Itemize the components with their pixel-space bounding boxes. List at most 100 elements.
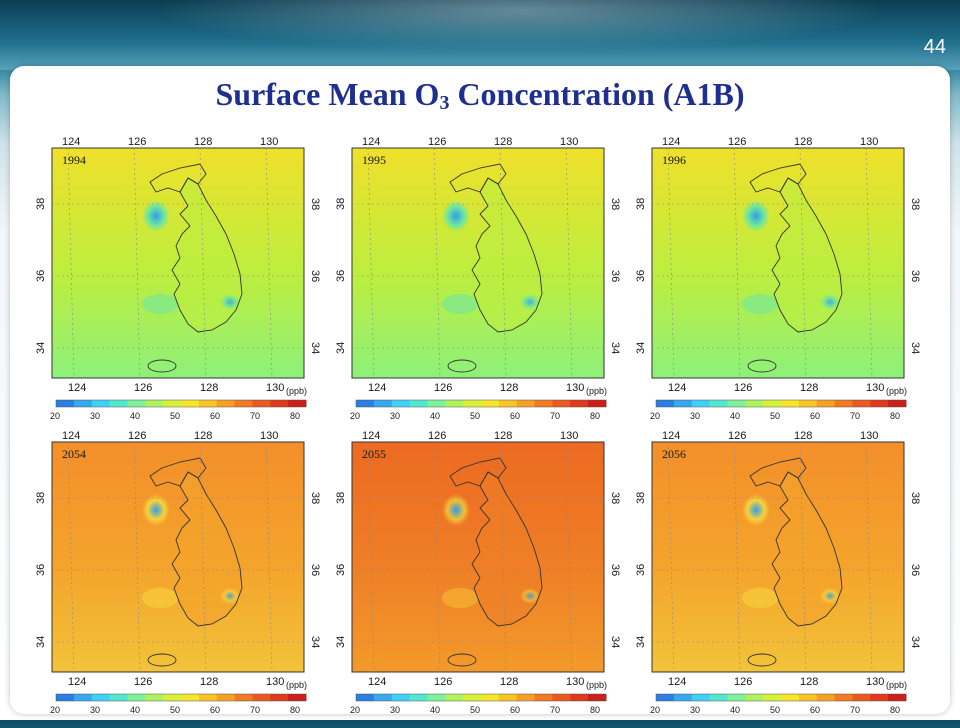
colorbar-tick: 70 bbox=[550, 411, 560, 421]
lon-tick-top: 126 bbox=[128, 430, 146, 442]
lat-tick-right: 36 bbox=[909, 270, 921, 282]
colorbar-tick: 50 bbox=[170, 705, 180, 715]
colorbar-segment bbox=[145, 400, 164, 407]
longitude-gridline bbox=[667, 441, 675, 673]
colorbar-tick: 50 bbox=[170, 411, 180, 421]
unit-label: (ppb) bbox=[586, 386, 607, 396]
lon-tick-top: 124 bbox=[362, 430, 380, 442]
busan-low-o3-spot bbox=[520, 294, 540, 310]
lat-tick-left: 36 bbox=[635, 564, 647, 576]
colorbar-segment bbox=[673, 400, 693, 407]
colorbar-segment bbox=[445, 400, 464, 407]
colorbar-segment bbox=[198, 694, 218, 701]
korea-land-shading bbox=[772, 472, 842, 626]
lat-tick-right: 38 bbox=[309, 198, 321, 210]
colorbar-segment bbox=[270, 400, 289, 407]
lat-tick-left: 38 bbox=[635, 198, 647, 210]
colorbar-tick: 80 bbox=[890, 411, 900, 421]
colorbar-segment bbox=[91, 694, 111, 701]
colorbar-segment bbox=[727, 694, 746, 701]
year-label: 1996 bbox=[662, 153, 686, 167]
colorbar-tick: 60 bbox=[210, 705, 220, 715]
jeju-island bbox=[447, 653, 477, 667]
colorbar-segment bbox=[534, 400, 553, 407]
year-label: 1995 bbox=[362, 153, 386, 167]
lat-tick-right: 36 bbox=[609, 270, 621, 282]
colorbar-tick: 60 bbox=[510, 705, 520, 715]
lon-tick-top: 130 bbox=[860, 430, 878, 442]
lat-tick-left: 34 bbox=[335, 342, 347, 354]
colorbar-segment bbox=[145, 694, 164, 701]
colorbar-segment bbox=[427, 694, 446, 701]
colorbar-segment bbox=[163, 694, 182, 701]
colorbar-segment bbox=[781, 694, 800, 701]
colorbar-segment bbox=[834, 400, 853, 407]
colorbar-segment bbox=[745, 400, 764, 407]
north-coastline bbox=[449, 163, 507, 193]
colorbar-tick: 20 bbox=[50, 705, 60, 715]
colorbar-tick: 60 bbox=[510, 411, 520, 421]
colorbar-segment bbox=[516, 694, 536, 701]
busan-low-o3-spot bbox=[820, 294, 840, 310]
colorbar-segment bbox=[709, 694, 728, 701]
longitude-gridline bbox=[733, 441, 741, 673]
colorbar-segment bbox=[691, 400, 711, 407]
seoul-low-o3-spot bbox=[442, 200, 470, 232]
lon-tick-top: 126 bbox=[428, 430, 446, 442]
lat-tick-left: 38 bbox=[335, 492, 347, 504]
lon-tick-top: 124 bbox=[662, 136, 680, 148]
lat-tick-right: 38 bbox=[909, 198, 921, 210]
lat-tick-right: 38 bbox=[609, 198, 621, 210]
north-coastline bbox=[749, 163, 807, 193]
korea-land-shading bbox=[472, 178, 542, 332]
lon-tick-bottom: 124 bbox=[68, 676, 86, 688]
lon-tick-bottom: 128 bbox=[500, 676, 518, 688]
unit-label: (ppb) bbox=[286, 680, 307, 690]
lat-tick-right: 38 bbox=[909, 492, 921, 504]
busan-low-o3-spot bbox=[520, 588, 540, 604]
colorbar-segment bbox=[373, 400, 393, 407]
colorbar-segment bbox=[870, 400, 889, 407]
lon-tick-top: 130 bbox=[560, 430, 578, 442]
jeju-island bbox=[747, 359, 777, 373]
lat-tick-right: 34 bbox=[909, 636, 921, 648]
longitude-gridline bbox=[733, 147, 741, 379]
lat-tick-left: 34 bbox=[335, 636, 347, 648]
concentration-field bbox=[351, 147, 605, 379]
lon-tick-bottom: 124 bbox=[68, 382, 86, 394]
lon-tick-bottom: 126 bbox=[734, 676, 752, 688]
colorbar-segment bbox=[445, 694, 464, 701]
colorbar-segment bbox=[356, 694, 375, 701]
colorbar-segment bbox=[816, 400, 836, 407]
longitude-gridline bbox=[865, 441, 873, 673]
colorbar-tick: 40 bbox=[730, 411, 740, 421]
colorbar-segment bbox=[798, 694, 818, 701]
lon-tick-top: 124 bbox=[362, 136, 380, 148]
longitude-gridline bbox=[499, 147, 507, 379]
southwest-coast-shading bbox=[742, 588, 778, 608]
lon-tick-top: 128 bbox=[494, 430, 512, 442]
colorbar-segment bbox=[763, 694, 782, 701]
colorbar-segment bbox=[127, 400, 146, 407]
colorbar-segment bbox=[888, 694, 907, 701]
lat-tick-right: 34 bbox=[609, 342, 621, 354]
lon-tick-top: 126 bbox=[728, 136, 746, 148]
colorbar-tick: 80 bbox=[890, 705, 900, 715]
lat-tick-left: 34 bbox=[635, 636, 647, 648]
colorbar-tick: 70 bbox=[250, 705, 260, 715]
colorbar-segment bbox=[656, 400, 675, 407]
unit-label: (ppb) bbox=[886, 680, 907, 690]
lon-tick-bottom: 130 bbox=[566, 676, 584, 688]
colorbar-segment bbox=[91, 400, 111, 407]
busan-low-o3-spot bbox=[220, 294, 240, 310]
colorbar-tick: 20 bbox=[650, 705, 660, 715]
colorbar-frame bbox=[355, 399, 607, 408]
o3-map-2055: 124 124 126 126 128 128 130 130 38 38 36 36 34 34 (ppb… bbox=[335, 430, 621, 715]
unit-label: (ppb) bbox=[586, 680, 607, 690]
longitude-gridline bbox=[265, 147, 273, 379]
lat-tick-left: 34 bbox=[35, 342, 47, 354]
colorbar-segment bbox=[391, 694, 411, 701]
lon-tick-top: 128 bbox=[794, 430, 812, 442]
lon-tick-bottom: 130 bbox=[866, 382, 884, 394]
colorbar-tick: 20 bbox=[350, 705, 360, 715]
